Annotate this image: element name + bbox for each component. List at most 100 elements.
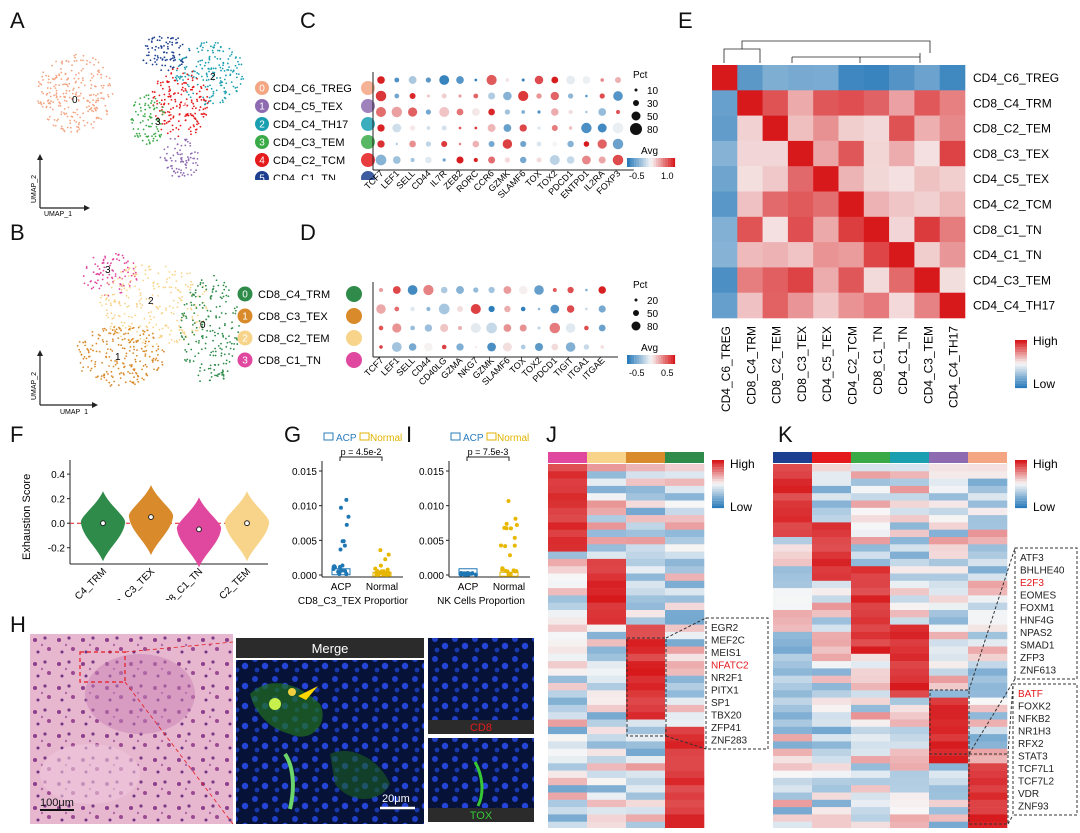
heat-cell xyxy=(587,770,627,779)
heat-cell xyxy=(851,631,891,640)
avg-legend-bar xyxy=(672,158,676,167)
corr-row-label: CD4_C6_TREG xyxy=(973,71,1059,85)
heat-cell xyxy=(548,821,588,828)
xlabel: NK Cells Proportion xyxy=(437,596,525,607)
heat-cell xyxy=(929,675,969,684)
heat-cell xyxy=(548,712,588,720)
heat-cell xyxy=(890,500,930,509)
heat-cell xyxy=(665,683,705,691)
heat-cell xyxy=(548,595,588,603)
heat-cell xyxy=(626,704,666,713)
corr-cell xyxy=(914,140,940,167)
corr-legend-high: High xyxy=(1033,334,1058,348)
heat-cell xyxy=(665,471,705,479)
heat-cell xyxy=(626,507,666,516)
heat-cell xyxy=(548,493,588,501)
heat-cell xyxy=(851,712,891,720)
heat-cell xyxy=(890,697,930,706)
heat-cell xyxy=(665,661,705,669)
heat-cell xyxy=(548,756,588,764)
cd4-legend-dot xyxy=(361,117,375,131)
corr-cell xyxy=(813,166,839,192)
cd8-legend-label: CD8_C4_TRM xyxy=(258,289,330,301)
avg-legend-bar xyxy=(667,158,671,167)
dot xyxy=(550,91,559,101)
avg-legend-bar xyxy=(631,355,635,364)
avg-tick: 1.0 xyxy=(661,171,674,181)
xlabel: CD8_C3_TEX Proportion xyxy=(298,596,408,607)
heat-cell xyxy=(587,704,627,713)
heat-cell xyxy=(548,544,588,552)
heat-cell xyxy=(929,624,969,633)
panel-label-i: I xyxy=(406,422,413,447)
corr-cell xyxy=(762,90,789,116)
dot xyxy=(392,123,402,133)
heat-cell xyxy=(812,537,852,545)
heat-cell xyxy=(665,558,705,567)
heat-cell xyxy=(851,544,891,552)
dot xyxy=(425,109,431,115)
heat-cell xyxy=(812,485,852,494)
violin-shape xyxy=(224,491,270,562)
legend-acp-box xyxy=(323,432,334,441)
heat-cell xyxy=(626,785,666,793)
corr-cell xyxy=(914,65,940,91)
pct-legend-value: 50 xyxy=(647,112,659,123)
heat-cell xyxy=(665,500,705,509)
dot-acp xyxy=(470,571,475,576)
dot xyxy=(458,126,462,130)
heat-cell xyxy=(890,785,930,793)
heat-cell xyxy=(548,675,588,684)
heat-cell xyxy=(851,580,891,589)
dot xyxy=(442,158,446,162)
corr-legend-bar xyxy=(1015,366,1027,369)
heat-cell xyxy=(587,639,627,647)
heat-cell xyxy=(548,602,588,611)
cd8-legend-dot xyxy=(346,286,362,302)
heat-cell xyxy=(626,726,666,735)
heat-cell xyxy=(812,500,852,509)
heat-cell xyxy=(665,814,705,822)
dot-normal xyxy=(386,552,391,557)
heat-cell xyxy=(968,602,1008,611)
heat-cell xyxy=(548,566,588,574)
dot xyxy=(472,140,480,148)
heat-cell xyxy=(773,617,813,625)
violin-shape xyxy=(80,491,126,562)
heat-cell xyxy=(929,756,969,764)
corr-cell xyxy=(762,166,789,192)
heat-cell xyxy=(890,515,930,523)
heat-cell xyxy=(890,485,930,494)
avg-legend-bar xyxy=(641,355,644,364)
heat-cell xyxy=(851,493,891,501)
heat-cell xyxy=(851,726,891,735)
heat-cell xyxy=(626,631,666,640)
heat-col-annotation xyxy=(665,452,704,463)
avg-legend-bar xyxy=(627,158,630,167)
corr-cell xyxy=(863,140,890,167)
heat-cell xyxy=(548,719,588,728)
heat-cell xyxy=(968,712,1008,720)
dot-normal xyxy=(381,572,386,577)
ytick: 0.000 xyxy=(419,571,444,582)
cd8-cluster-label-1: 1 xyxy=(115,352,121,363)
heat-cell xyxy=(587,646,627,655)
cd8-legend-dot xyxy=(346,352,362,368)
dot xyxy=(379,345,383,349)
heat-cell xyxy=(812,595,852,603)
heat-cell xyxy=(587,566,627,574)
corr-cell xyxy=(838,65,865,91)
dot xyxy=(612,122,624,134)
heat-cell xyxy=(851,756,891,764)
heat-cell xyxy=(626,690,666,698)
dot xyxy=(376,304,386,314)
heat-cell xyxy=(587,668,627,676)
heat-cell xyxy=(773,544,813,552)
heat-cell xyxy=(851,697,891,706)
heat-cell xyxy=(968,726,1008,735)
heat-legend-bar xyxy=(1015,505,1027,509)
heat-cell xyxy=(548,690,588,698)
heat-cell xyxy=(812,814,852,822)
dot xyxy=(566,305,575,313)
heat-cell xyxy=(968,558,1008,567)
